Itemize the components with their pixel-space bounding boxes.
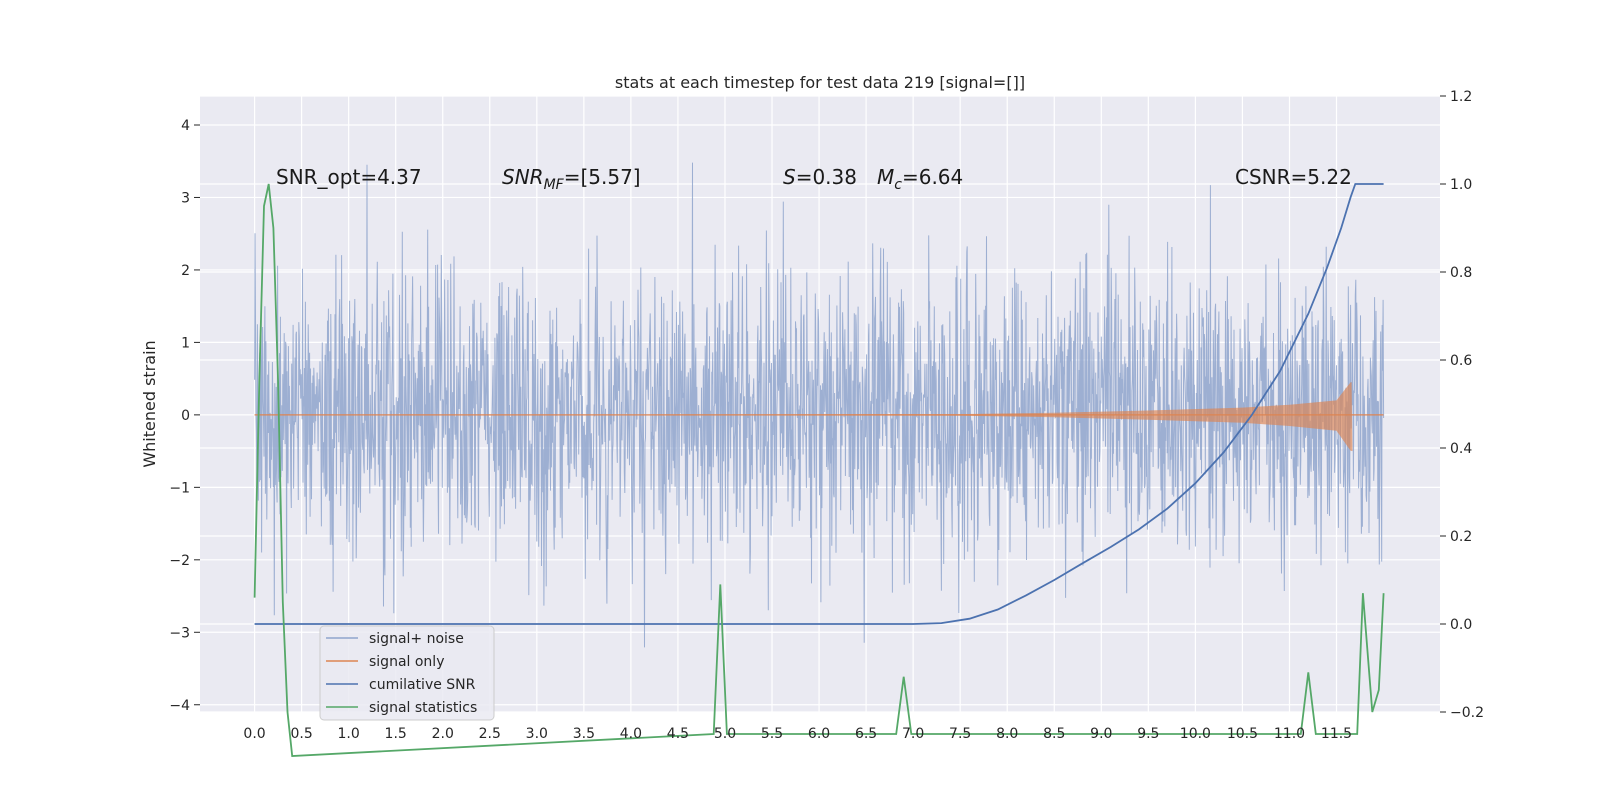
x-tick-label: 0.5 (290, 726, 312, 742)
x-tick-label: 10.5 (1227, 726, 1258, 742)
x-axis-ticks: 0.0 0.5 1.0 1.5 2.0 2.5 3.0 3.5 4.0 4.5 5.0 5.5 6.0 6… (243, 726, 1352, 742)
y-tick-label: 4 (181, 118, 190, 134)
series-line-signal-noise (254, 162, 1385, 648)
legend: signal+ noise signal only cumilative SNR… (319, 625, 495, 721)
legend-label-cumulative-snr: cumilative SNR (369, 677, 476, 693)
series-signal-only (254, 382, 1384, 452)
x-tick-label: 5.5 (761, 726, 783, 742)
series-line-signal-statistics (253, 183, 1385, 757)
y-tick-label: 0 (181, 408, 190, 424)
series-cumulative-snr (254, 183, 1384, 625)
x-tick-label: 10.0 (1180, 726, 1211, 742)
series-signal-noise (254, 162, 1385, 648)
x-tick-label: 6.5 (855, 726, 877, 742)
legend-label-signal-statistics: signal statistics (369, 700, 477, 716)
x-tick-label: 11.5 (1321, 726, 1352, 742)
y-tick-label: 1 (181, 335, 190, 351)
y2-tick-label: 1.2 (1450, 89, 1472, 105)
legend-box (319, 625, 495, 721)
annotation-csnr: CSNR=5.22 (1235, 165, 1352, 189)
x-tick-label: 6.0 (808, 726, 830, 742)
x-tick-label: 11.0 (1274, 726, 1305, 742)
x-tick-label: 8.5 (1043, 726, 1065, 742)
annotation-mc: Mc=6.64 (877, 165, 963, 193)
x-tick-label: 9.5 (1137, 726, 1159, 742)
x-tick-label: 4.0 (620, 726, 642, 742)
y2-tick-label: 0.2 (1450, 529, 1472, 545)
x-tick-label: 1.0 (338, 726, 360, 742)
y2-tick-label: −0.2 (1450, 705, 1484, 721)
y-axis-ticks: 4 3 2 1 0 −1 −2 −3 −4 (169, 118, 200, 714)
y2-tick-label: 0.4 (1450, 441, 1472, 457)
series-signal-statistics (253, 183, 1385, 757)
x-tick-label: 3.0 (526, 726, 548, 742)
annotation-s: S=0.38 (783, 165, 857, 189)
x-tick-label: 2.0 (432, 726, 454, 742)
y2-tick-label: 0.8 (1450, 265, 1472, 281)
y-tick-label: 3 (181, 190, 190, 206)
legend-label-signal-only: signal only (369, 654, 444, 670)
x-tick-label: 0.0 (243, 726, 265, 742)
y-tick-label: −3 (169, 625, 190, 641)
x-tick-label: 7.5 (949, 726, 971, 742)
series-line-cumulative-snr (254, 183, 1384, 625)
series-envelope-signal-only (254, 382, 1353, 452)
legend-label-signal-noise: signal+ noise (369, 631, 464, 647)
annotation-snr-mf: SNRMF=[5.57] (502, 165, 641, 193)
x-tick-label: 2.5 (479, 726, 501, 742)
chart-title: stats at each timestep for test data 219… (615, 73, 1025, 92)
y2-tick-label: 0.6 (1450, 353, 1472, 369)
annotation-snr-opt: SNR_opt=4.37 (276, 165, 422, 189)
x-tick-label: 5.0 (714, 726, 736, 742)
x-tick-label: 7.0 (902, 726, 924, 742)
y-axis-label: Whitened strain (140, 340, 159, 467)
y-tick-label: −4 (169, 698, 190, 714)
x-tick-label: 8.0 (996, 726, 1018, 742)
x-tick-label: 9.0 (1090, 726, 1112, 742)
y-tick-label: 2 (181, 263, 190, 279)
y2-tick-label: 1.0 (1450, 177, 1472, 193)
y2-axis-ticks: 1.2 1.0 0.8 0.6 0.4 0.2 0.0 −0.2 (1440, 89, 1484, 721)
y-tick-label: −1 (169, 480, 190, 496)
x-tick-label: 1.5 (385, 726, 407, 742)
x-tick-label: 3.5 (573, 726, 595, 742)
x-tick-label: 4.5 (667, 726, 689, 742)
y-tick-label: −2 (169, 553, 190, 569)
y2-tick-label: 0.0 (1450, 617, 1472, 633)
